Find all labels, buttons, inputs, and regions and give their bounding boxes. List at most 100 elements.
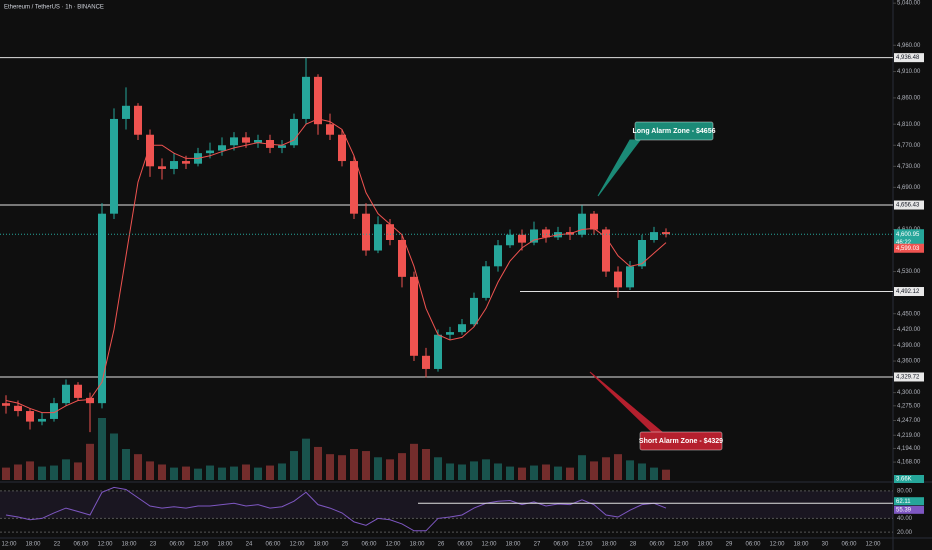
prev-close-tag (894, 243, 924, 253)
volume-label: 3.66K (896, 477, 912, 483)
candle-body (62, 384, 70, 404)
volume-bar (266, 465, 274, 480)
volume-bar (278, 463, 286, 480)
y-tick-label: 4,247.00 (897, 418, 921, 424)
candle-body (494, 245, 502, 267)
x-tick-label: 18:00 (505, 542, 521, 548)
candle-body (74, 384, 82, 398)
candle-body (350, 161, 358, 214)
candle-body (290, 118, 298, 146)
x-tick-label: 30 (822, 542, 829, 548)
x-tick-label: 12:00 (865, 542, 881, 548)
candle-body (254, 140, 262, 143)
x-tick-label: 29 (726, 542, 733, 548)
volume-bar (434, 457, 442, 480)
volume-bar (2, 467, 10, 480)
volume-bar (134, 454, 142, 480)
rsi-level-label: 62.11 (896, 499, 911, 505)
x-tick-label: 12:00 (577, 542, 593, 548)
level-label: 4,329.72 (896, 375, 920, 381)
y-tick-label: 5,040.00 (897, 1, 921, 7)
y-tick-label: 4,390.00 (897, 343, 921, 349)
candle-body (626, 266, 634, 288)
candle-body (602, 229, 610, 272)
chart-title: Ethereum / TetherUS · 1h · BINANCE (4, 5, 104, 11)
x-tick-label: 22 (54, 542, 61, 548)
candle-body (146, 134, 154, 167)
x-tick-label: 12:00 (97, 542, 113, 548)
candle-body (302, 76, 310, 119)
candle-body (362, 213, 370, 251)
volume-bar (650, 467, 658, 480)
candle-body (326, 124, 334, 135)
rsi-tick-label: 80.00 (897, 488, 913, 494)
candle-body (578, 213, 586, 235)
y-tick-label: 4,168.00 (897, 460, 921, 466)
candle-body (242, 137, 250, 143)
volume-bar (254, 467, 262, 480)
volume-bar (170, 467, 178, 480)
volume-bar (314, 446, 322, 480)
volume-bar (638, 463, 646, 480)
x-tick-label: 12:00 (193, 542, 209, 548)
x-tick-label: 24 (246, 542, 253, 548)
x-tick-label: 18:00 (313, 542, 329, 548)
volume-bar (518, 467, 526, 480)
volume-bar (86, 443, 94, 480)
callout-box (634, 121, 714, 141)
candle-body (434, 334, 442, 369)
x-tick-label: 12:00 (385, 542, 401, 548)
volume-bar (194, 468, 202, 480)
y-tick-label: 4,275.00 (897, 403, 921, 409)
candle-body (26, 411, 34, 422)
level-tag (894, 372, 924, 382)
x-tick-label: 18:00 (217, 542, 233, 548)
volume-bar (350, 449, 358, 480)
volume-bar (218, 467, 226, 480)
volume-bar (494, 463, 502, 480)
level-tag (894, 287, 924, 297)
rsi-tick-label: 20.00 (897, 530, 913, 536)
rsi-line (5, 486, 667, 532)
x-tick-label: 26 (438, 542, 445, 548)
x-tick-label: 18:00 (121, 542, 137, 548)
x-tick-label: 12:00 (673, 542, 689, 548)
x-tick-label: 18:00 (697, 542, 713, 548)
candle-body (338, 134, 346, 162)
rsi-level-label: 55.39 (896, 507, 912, 513)
x-tick-label: 12:00 (769, 542, 785, 548)
x-tick-label: 06:00 (841, 542, 857, 548)
y-tick-label: 4,219.00 (897, 433, 921, 439)
candle-body (506, 234, 514, 246)
candle-body (50, 403, 58, 419)
x-tick-label: 06:00 (361, 542, 377, 548)
candle-body (218, 145, 226, 151)
candle-body (230, 137, 238, 146)
y-tick-label: 4,960.00 (897, 43, 921, 49)
candle-body (14, 405, 22, 412)
volume-bar (554, 466, 562, 480)
callout-pointer (597, 139, 641, 197)
y-tick-label: 4,730.00 (897, 164, 921, 170)
candle-body (542, 229, 550, 238)
x-tick-label: 18:00 (409, 542, 425, 548)
y-tick-label: 4,530.00 (897, 269, 921, 275)
callout-text: Short Alarm Zone - $4329 (639, 438, 723, 445)
candle-body (170, 161, 178, 169)
candle-body (110, 118, 118, 214)
volume-bar (626, 460, 634, 480)
candle-body (122, 105, 130, 119)
volume-bar (398, 453, 406, 480)
volume-bar (290, 451, 298, 480)
volume-bar (578, 455, 586, 480)
volume-bar (482, 459, 490, 480)
candle-body (590, 213, 598, 230)
volume-bar (110, 433, 118, 480)
rsi-level-tag (894, 505, 924, 514)
x-tick-label: 12:00 (481, 542, 497, 548)
candle-body (422, 355, 430, 369)
volume-bar (506, 466, 514, 480)
volume-bar (302, 438, 310, 480)
callout-text: Long Alarm Zone - $4656 (633, 128, 716, 135)
